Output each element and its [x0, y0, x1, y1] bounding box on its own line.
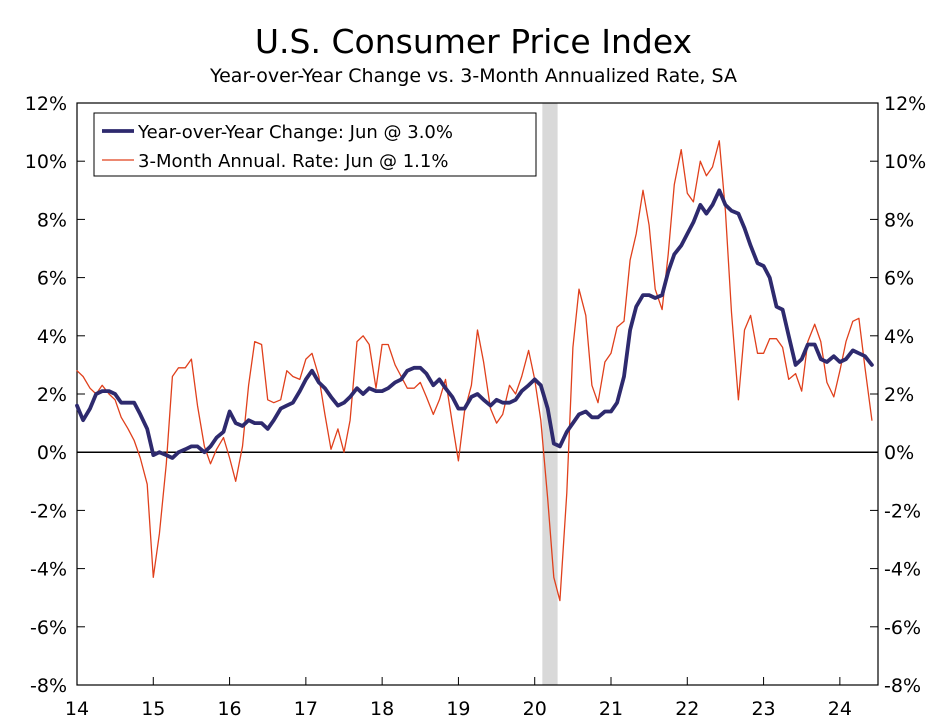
axes-layer: 12% 12% 10% 10% 8% 8% 6% 6% 4% 4% 2% 2% 0% 0% -2% -2% -4…: [25, 93, 926, 720]
x-tick-label: 16: [217, 698, 241, 720]
y-tick-label-right: 6%: [884, 268, 914, 290]
x-tick-label: 15: [141, 698, 165, 720]
x-tick-label: 14: [65, 698, 89, 720]
y-tick-label-right: -4%: [884, 559, 921, 581]
chart-subtitle: Year-over-Year Change vs. 3-Month Annual…: [210, 65, 737, 87]
legend-box: [93, 112, 537, 177]
y-tick-label-left: -4%: [30, 559, 67, 581]
x-tick-label: 23: [751, 698, 775, 720]
x-tick-label: 18: [370, 698, 394, 720]
series-line-3m-annualized: [76, 140, 873, 602]
y-tick-label-right: 12%: [884, 93, 926, 115]
recession-shading-layer: [542, 103, 558, 685]
y-tick-label-right: 8%: [884, 209, 914, 231]
recession-shade-0: [542, 103, 558, 685]
legend-label-1: 3-Month Annual. Rate: Jun @ 1.1%: [138, 151, 448, 172]
y-tick-label-right: 10%: [884, 151, 926, 173]
y-tick-label-left: 4%: [37, 326, 67, 348]
legend-label-0: Year-over-Year Change: Jun @ 3.0%: [137, 122, 453, 143]
y-tick-label-right: 4%: [884, 326, 914, 348]
series-layer: [75, 140, 874, 602]
y-tick-label-left: -6%: [30, 617, 67, 639]
y-tick-label-left: 2%: [37, 384, 67, 406]
y-tick-label-left: 6%: [37, 268, 67, 290]
x-tick-label: 21: [599, 698, 623, 720]
y-tick-label-right: 0%: [884, 442, 914, 464]
y-tick-label-left: 0%: [37, 442, 67, 464]
chart-title: U.S. Consumer Price Index: [254, 22, 693, 61]
y-tick-label-left: 12%: [25, 93, 67, 115]
x-tick-label: 19: [446, 698, 470, 720]
y-tick-label-right: -2%: [884, 500, 921, 522]
y-tick-label-left: -2%: [30, 500, 67, 522]
x-tick-label: 22: [675, 698, 699, 720]
y-tick-label-right: -8%: [884, 675, 921, 697]
y-tick-label-right: 2%: [884, 384, 914, 406]
x-tick-label: 17: [294, 698, 318, 720]
y-tick-label-left: 10%: [25, 151, 67, 173]
y-tick-label-left: -8%: [30, 675, 67, 697]
legend: Year-over-Year Change: Jun @ 3.0% 3-Month…: [93, 112, 537, 177]
x-tick-label: 20: [523, 698, 547, 720]
y-tick-label-right: -6%: [884, 617, 921, 639]
y-tick-label-left: 8%: [37, 209, 67, 231]
series-line-yoy: [75, 188, 874, 460]
x-tick-label: 24: [828, 698, 852, 720]
